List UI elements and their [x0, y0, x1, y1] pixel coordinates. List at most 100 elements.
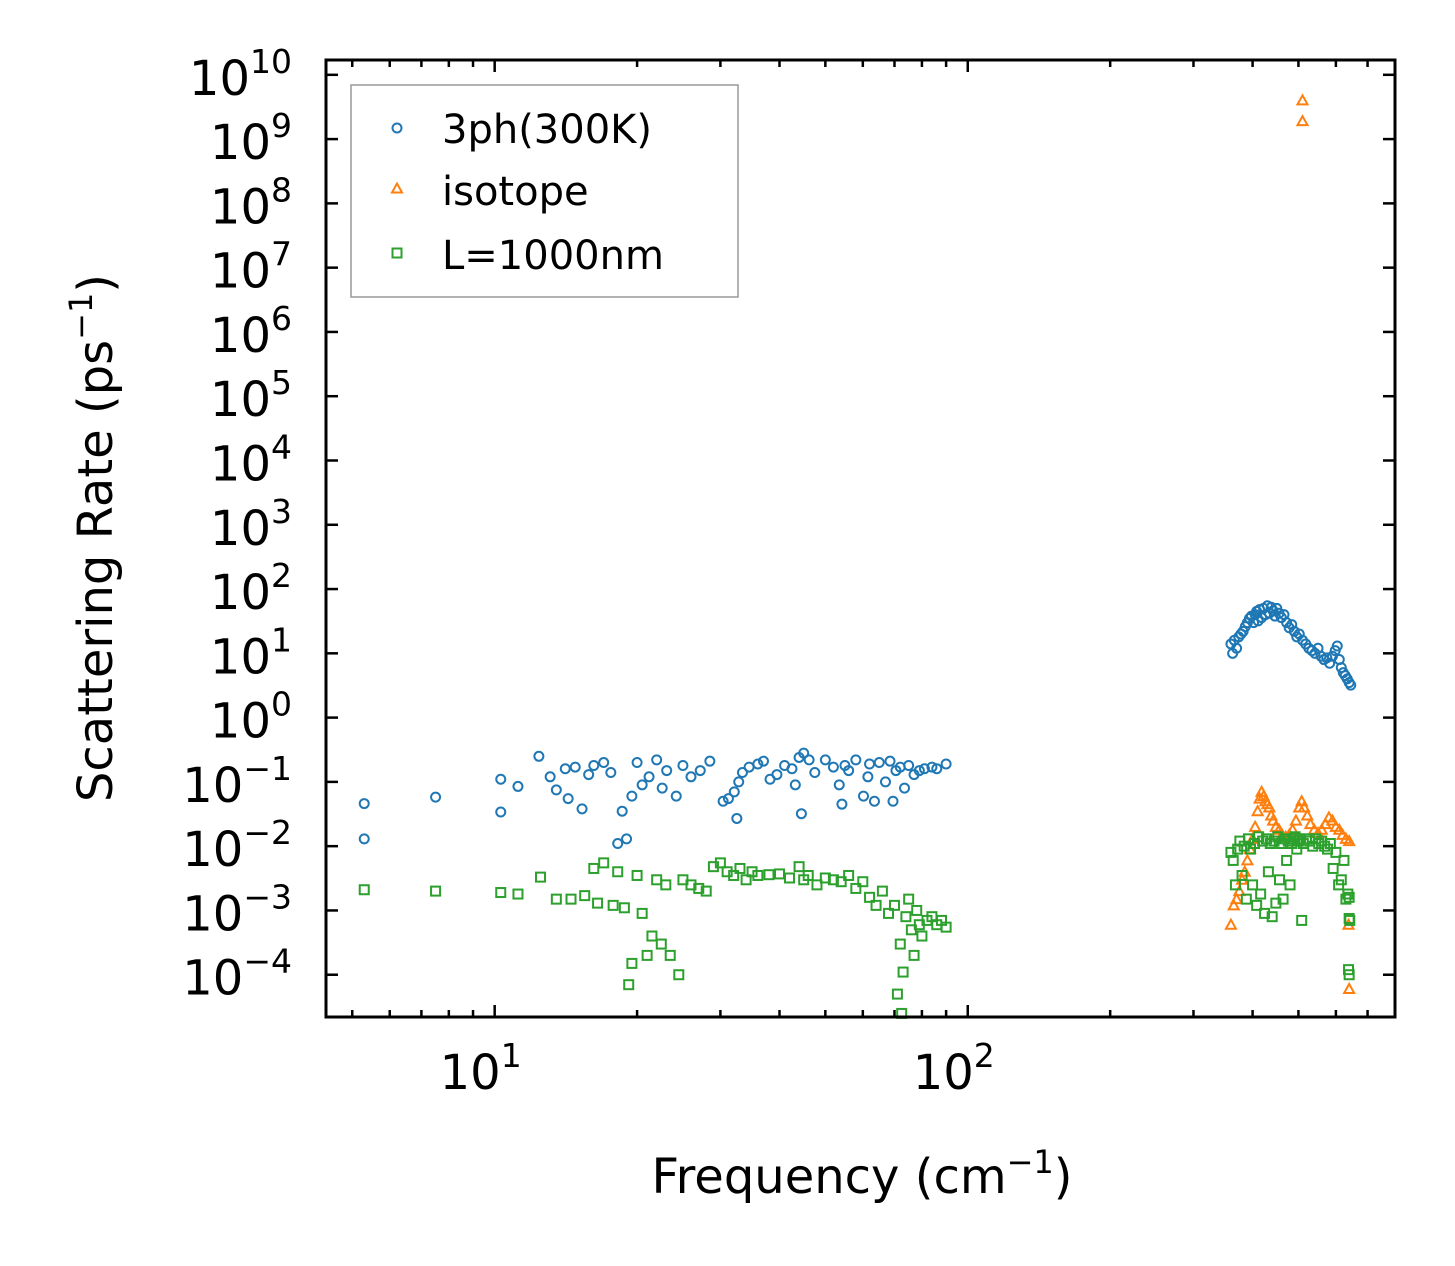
data-point [717, 795, 729, 807]
data-point [879, 776, 891, 788]
data-point [576, 803, 588, 815]
data-point [752, 869, 764, 881]
data-point [793, 861, 805, 873]
data-point [495, 806, 507, 818]
data-point [693, 882, 705, 894]
data-point [811, 879, 823, 891]
y-tick-label: 102 [210, 556, 292, 621]
data-point [733, 776, 745, 788]
data-point [850, 754, 862, 766]
data-point [559, 763, 571, 775]
data-point [752, 758, 764, 770]
data-point [887, 795, 899, 807]
y-tick-label: 105 [210, 363, 292, 428]
data-point [592, 897, 604, 909]
data-point [1247, 879, 1259, 891]
data-point [803, 754, 815, 766]
data-point [607, 899, 619, 911]
data-point [795, 808, 807, 820]
data-point [512, 888, 524, 900]
data-point [1291, 631, 1303, 643]
data-point [1295, 114, 1310, 127]
data-point [918, 763, 930, 775]
data-point [1248, 819, 1262, 832]
data-point [655, 938, 667, 950]
legend-label-isotope: isotope [442, 169, 589, 215]
data-point [763, 869, 775, 881]
data-point [888, 899, 900, 911]
legend-marker-isotope [390, 181, 404, 194]
data-point [1331, 640, 1343, 652]
data-point [900, 911, 912, 923]
data-point [843, 765, 855, 777]
data-point [512, 780, 524, 792]
data-point [833, 779, 845, 791]
data-point [1327, 862, 1339, 874]
x-axis-title: Frequency (cm−1) [651, 1143, 1072, 1205]
data-point [694, 765, 706, 777]
data-point [605, 766, 617, 778]
data-point [1343, 964, 1355, 976]
data-point [533, 750, 545, 762]
y-axis-title: Scattering Rate (ps−1) [62, 274, 124, 802]
data-point [734, 862, 746, 874]
data-point [1325, 813, 1340, 826]
data-point [1252, 791, 1267, 804]
data-point [897, 966, 909, 978]
data-point [588, 862, 600, 874]
series-2 [358, 831, 1356, 1019]
data-point [1277, 893, 1289, 905]
data-point [714, 857, 726, 869]
data-point [685, 771, 697, 783]
data-point [903, 893, 915, 905]
data-point [626, 957, 638, 969]
data-point [1255, 888, 1267, 900]
data-point [757, 755, 769, 767]
data-point [677, 759, 689, 771]
data-point [740, 874, 752, 886]
data-point [550, 893, 562, 905]
data-point [1330, 846, 1342, 858]
y-tick-label: 109 [210, 106, 292, 171]
data-point [1259, 907, 1271, 919]
y-tick-label: 10−3 [182, 877, 292, 942]
data-point [643, 771, 655, 783]
data-point [1251, 899, 1263, 911]
data-point [913, 765, 925, 777]
axis-tick-labels: 101 1021010109108107106105104103102101100… [182, 42, 995, 1101]
y-tick-label: 104 [210, 427, 292, 492]
data-point [430, 791, 442, 803]
data-point [1303, 817, 1318, 830]
data-point [1240, 853, 1255, 866]
data-point [670, 790, 682, 802]
data-point [1250, 804, 1265, 817]
data-point [565, 893, 577, 905]
data-point [926, 761, 938, 773]
data-point [562, 793, 574, 805]
data-point [836, 798, 848, 810]
data-point [870, 899, 882, 911]
data-point [631, 869, 643, 881]
data-point [550, 784, 562, 796]
data-point [835, 876, 847, 888]
data-point [1295, 93, 1310, 106]
data-point [495, 773, 507, 785]
data-point [1297, 800, 1311, 813]
data-point [1227, 898, 1241, 911]
data-point [1342, 981, 1356, 994]
data-point [1335, 874, 1347, 886]
data-point [931, 763, 943, 775]
data-point [891, 988, 903, 1000]
data-point [1345, 679, 1357, 691]
data-point [873, 757, 885, 769]
data-point [631, 757, 643, 769]
data-point [1284, 879, 1296, 891]
data-point [864, 891, 876, 903]
data-point [358, 833, 370, 845]
data-point [940, 921, 952, 933]
data-point [641, 949, 653, 961]
data-point [1274, 874, 1286, 886]
data-point [802, 869, 814, 881]
data-point [868, 795, 880, 807]
